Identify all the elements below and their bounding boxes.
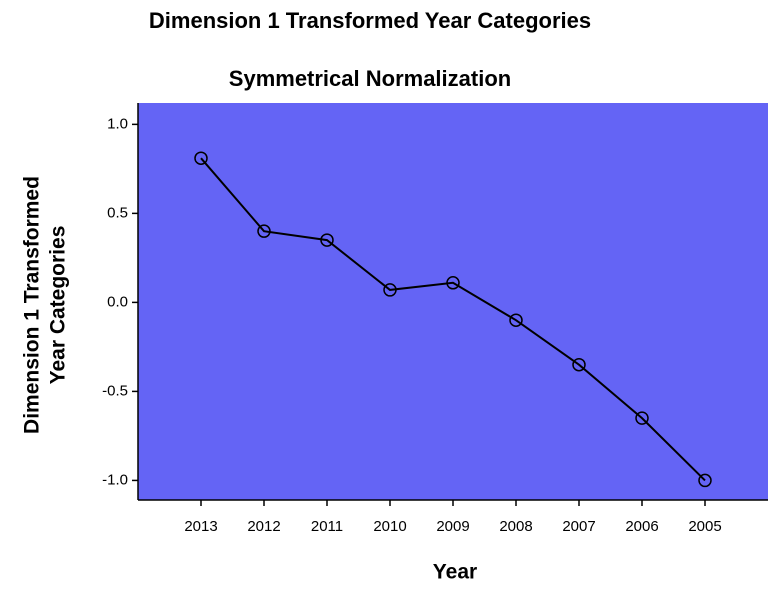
data-point — [257, 224, 271, 238]
x-tick-label: 2010 — [373, 518, 406, 535]
x-tick-label: 2009 — [436, 518, 469, 535]
y-axis-label: Dimension 1 Transformed Year Categories — [21, 176, 70, 434]
chart-subtitle: Symmetrical Normalization — [229, 66, 511, 91]
data-point — [446, 276, 460, 290]
y-axis-label-line: Dimension 1 Transformed — [21, 176, 44, 434]
y-axis-label-line: Year Categories — [47, 226, 70, 385]
data-point — [635, 411, 649, 425]
y-tick-label: 0.5 — [107, 204, 128, 221]
x-tick-label: 2008 — [499, 518, 532, 535]
x-tick-label: 2013 — [184, 518, 217, 535]
y-tick-label: -1.0 — [102, 471, 128, 488]
x-tick-label: 2006 — [625, 518, 658, 535]
plot-area — [138, 103, 768, 500]
x-tick-label: 2011 — [311, 518, 343, 535]
data-point — [509, 313, 523, 327]
x-tick-label: 2007 — [562, 518, 595, 535]
chart-title: Dimension 1 Transformed Year Categories — [149, 8, 591, 33]
data-point — [698, 473, 712, 488]
data-point — [572, 357, 586, 372]
data-line — [200, 157, 706, 482]
x-axis-label: Year — [433, 561, 477, 584]
data-point — [383, 283, 397, 297]
data-point — [320, 233, 334, 247]
y-tick-label: 0.0 — [107, 293, 128, 310]
data-point — [194, 151, 208, 165]
x-tick-label: 2012 — [247, 518, 280, 535]
x-tick-label: 2005 — [688, 518, 721, 535]
y-tick-label: -0.5 — [102, 382, 128, 399]
y-tick-label: 1.0 — [107, 115, 128, 132]
